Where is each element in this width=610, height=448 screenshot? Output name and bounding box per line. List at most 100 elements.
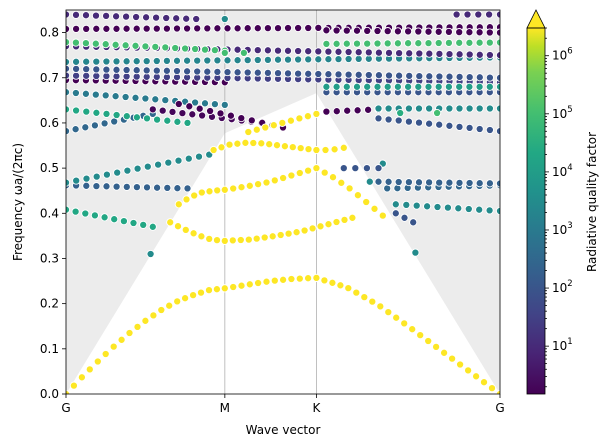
leaky-band-point: [384, 71, 394, 80]
leaky-band-point: [334, 47, 343, 56]
guided-band-point: [241, 138, 250, 147]
leaky-band-point: [178, 109, 187, 118]
leaky-band-point: [263, 68, 272, 77]
leaky-band-point: [71, 207, 80, 216]
data-points: [66, 10, 500, 394]
y-tick-label: 0.8: [40, 26, 59, 40]
leaky-band-point: [122, 24, 131, 33]
guided-band-point: [344, 284, 353, 293]
leaky-band-point: [198, 111, 207, 120]
leaky-band-point: [100, 119, 109, 128]
leaky-band-point: [294, 69, 303, 78]
leaky-band-point: [455, 122, 464, 131]
leaky-band-point: [71, 38, 80, 47]
leaky-band-point: [102, 182, 111, 191]
leaky-band-point: [414, 39, 423, 48]
isolated-point: [433, 108, 442, 118]
leaky-band-point: [81, 39, 90, 48]
guided-band-point: [300, 226, 309, 235]
leaky-band-point: [122, 65, 131, 75]
leaky-band-point: [402, 200, 411, 209]
guided-band-point: [304, 145, 313, 154]
leaky-band-point: [183, 24, 192, 33]
leaky-band-point: [414, 82, 423, 91]
guided-band-point: [260, 233, 269, 242]
leaky-band-point: [82, 57, 91, 66]
leaky-band-point: [223, 24, 232, 33]
leaky-band-point: [374, 71, 383, 80]
guided-band-point: [212, 285, 221, 294]
guided-band-point: [353, 191, 362, 200]
leaky-band-point: [102, 65, 111, 74]
leaky-band-point: [425, 178, 434, 187]
leaky-band-point: [435, 72, 444, 81]
guided-band-point: [280, 142, 289, 151]
leaky-band-point: [363, 39, 372, 48]
leaky-band-point: [455, 72, 464, 81]
colorbar-tick-label: 102: [552, 279, 573, 295]
leaky-band-point: [344, 70, 353, 79]
leaky-band-point: [181, 44, 190, 53]
leaky-band-point: [395, 49, 404, 58]
guided-band-point: [284, 229, 293, 238]
guided-band-point: [189, 229, 198, 238]
guided-band-point: [295, 114, 304, 123]
leaky-band-point: [81, 123, 90, 132]
leaky-band-point: [342, 39, 351, 48]
leaky-band-point: [475, 124, 484, 134]
guided-band-point: [205, 187, 214, 196]
leaky-band-point: [304, 23, 313, 33]
guided-band-point: [272, 141, 282, 150]
guided-band-point: [229, 184, 238, 193]
leaky-band-point: [344, 54, 353, 64]
leaky-band-point: [132, 66, 141, 75]
guided-band-point: [316, 222, 325, 231]
guided-band-point: [303, 112, 312, 121]
guided-band-point: [181, 294, 190, 303]
leaky-band-point: [82, 107, 91, 116]
leaky-band-point: [339, 164, 348, 173]
guided-band-point: [424, 336, 433, 346]
colorbar-fill: [527, 28, 545, 394]
leaky-band-point: [485, 50, 494, 60]
leaky-band-point: [383, 184, 392, 193]
leaky-band-point: [71, 88, 80, 98]
leaky-band-point: [131, 93, 140, 102]
leaky-band-point: [233, 24, 242, 33]
leaky-band-point: [434, 38, 443, 48]
leaky-band-point: [203, 56, 212, 65]
leaky-band-point: [112, 24, 121, 33]
guided-band-point: [487, 384, 497, 393]
leaky-band-point: [112, 57, 121, 66]
leaky-band-point: [72, 71, 81, 80]
leaky-band-point: [423, 202, 432, 211]
colorbar-frame: [526, 27, 546, 395]
leaky-band-point: [206, 106, 215, 116]
leaky-band-point: [102, 24, 111, 33]
leaky-band-point: [334, 55, 343, 64]
leaky-band-point: [465, 50, 474, 59]
leaky-band-point: [162, 24, 171, 33]
leaky-band-point: [243, 68, 252, 77]
isolated-point: [220, 48, 229, 57]
leaky-band-point: [82, 174, 91, 183]
guided-band-point: [312, 145, 321, 155]
guided-band-point: [320, 276, 329, 285]
leaky-band-point: [294, 23, 303, 33]
leaky-band-point: [425, 72, 434, 81]
leaky-band-point: [112, 110, 121, 120]
guided-band-point: [345, 184, 354, 193]
guided-band-point: [287, 171, 296, 180]
leaky-band-point: [404, 178, 413, 187]
guided-band-point: [189, 291, 198, 300]
leaky-band-point: [193, 67, 202, 76]
leaky-band-point: [133, 164, 142, 173]
y-tick-label: 0.2: [40, 297, 59, 311]
leaky-band-point: [174, 156, 183, 165]
leaky-band-point: [464, 204, 473, 214]
leaky-band-point: [475, 73, 484, 82]
leaky-band-point: [485, 179, 494, 188]
leaky-band-point: [183, 184, 192, 193]
leaky-band-point: [81, 11, 91, 20]
